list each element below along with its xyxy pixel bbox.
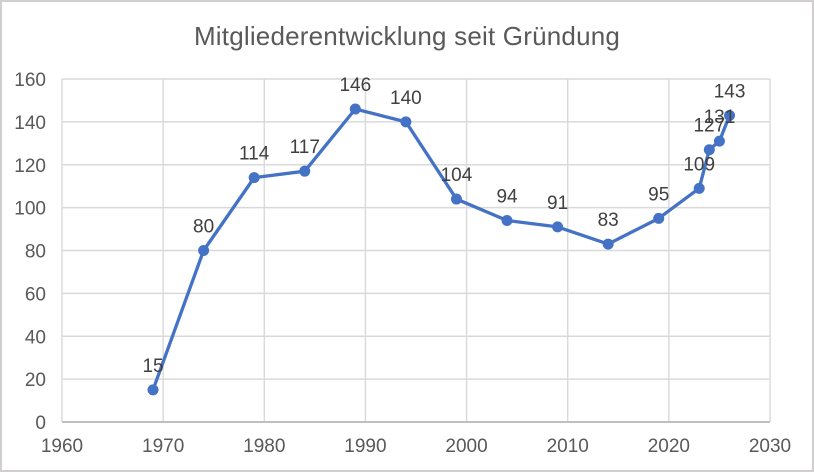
data-label: 143 xyxy=(714,81,746,102)
data-label: 127 xyxy=(693,116,725,137)
y-axis-tick-label: 80 xyxy=(25,242,46,263)
y-axis-tick-label: 20 xyxy=(25,370,46,391)
data-label: 94 xyxy=(496,186,518,207)
y-axis-tick-label: 120 xyxy=(14,156,46,177)
x-axis-tick-label: 1990 xyxy=(344,436,386,457)
data-point-marker xyxy=(299,165,311,177)
data-point-marker xyxy=(501,214,513,226)
data-point-marker xyxy=(349,103,361,115)
y-axis-tick-label: 160 xyxy=(14,70,46,91)
y-axis-tick-label: 100 xyxy=(14,199,46,220)
data-label: 131 xyxy=(704,107,736,128)
data-point-marker xyxy=(713,135,725,147)
data-label: 140 xyxy=(390,88,422,109)
x-axis-tick-label: 2000 xyxy=(445,436,487,457)
y-axis-tick-label: 40 xyxy=(25,327,46,348)
data-point-marker xyxy=(703,144,715,156)
data-point-marker xyxy=(602,238,614,250)
data-label: 15 xyxy=(142,356,163,377)
x-axis-tick-label: 2010 xyxy=(547,436,589,457)
data-point-marker xyxy=(450,193,462,205)
data-point-marker xyxy=(724,109,736,121)
x-axis-tick-label: 1960 xyxy=(41,436,83,457)
data-label: 146 xyxy=(339,75,371,96)
x-axis-tick-label: 1980 xyxy=(243,436,285,457)
data-label: 104 xyxy=(441,165,473,186)
data-label: 80 xyxy=(193,217,214,238)
data-point-marker xyxy=(693,182,705,194)
data-point-marker xyxy=(147,384,159,396)
data-label: 95 xyxy=(648,184,669,205)
data-point-marker xyxy=(400,116,412,128)
x-axis-tick-label: 1970 xyxy=(142,436,184,457)
data-label: 114 xyxy=(239,144,270,165)
data-label: 109 xyxy=(683,154,715,175)
x-axis-tick-label: 2020 xyxy=(648,436,690,457)
y-axis-tick-label: 140 xyxy=(14,113,46,134)
data-label: 83 xyxy=(598,210,619,231)
y-axis-tick-label: 60 xyxy=(25,284,46,305)
data-label: 117 xyxy=(290,137,320,158)
data-point-marker xyxy=(248,172,260,184)
x-axis-tick-label: 2030 xyxy=(749,436,791,457)
data-point-marker xyxy=(198,245,210,256)
data-point-marker xyxy=(552,221,564,233)
y-axis-tick-label: 0 xyxy=(35,413,46,434)
chart-title: Mitgliederentwicklung seit Gründung xyxy=(193,21,621,51)
data-point-marker xyxy=(653,212,665,224)
data-label: 91 xyxy=(547,193,568,214)
